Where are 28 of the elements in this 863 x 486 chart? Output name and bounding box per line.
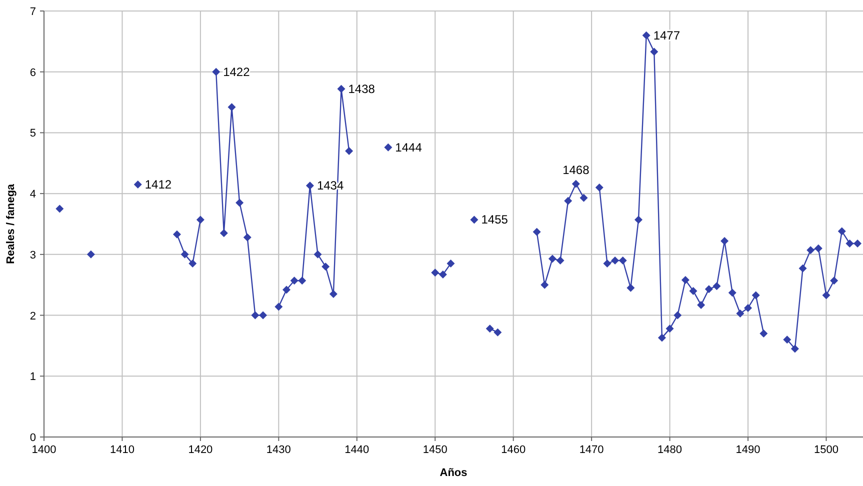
x-tick-label: 1460: [501, 444, 526, 456]
x-tick-label: 1440: [344, 444, 370, 456]
annotation: 1468: [562, 162, 590, 177]
y-tick-label: 7: [30, 6, 36, 18]
x-tick-label: 1400: [32, 444, 56, 456]
y-tick-label: 5: [30, 128, 36, 140]
x-tick-label: 1490: [736, 444, 760, 456]
y-tick-label: 4: [30, 188, 36, 201]
annotation: 1438: [348, 82, 376, 96]
x-tick-label: 1410: [110, 444, 134, 456]
y-tick-label: 3: [30, 249, 36, 262]
x-axis-title: Años: [440, 467, 468, 479]
x-tick-label: 1450: [422, 444, 448, 456]
x-tick-label: 1470: [579, 444, 604, 456]
y-tick-label: 0: [30, 432, 36, 444]
y-axis-title: Reales / fanega: [5, 183, 17, 264]
x-tick-label: 1430: [266, 444, 291, 456]
annotation: 1477: [653, 28, 680, 42]
x-tick-label: 1420: [188, 444, 213, 456]
x-tick-label: 1500: [814, 444, 838, 456]
y-tick-label: 2: [30, 310, 36, 322]
annotation: 1444: [395, 140, 422, 154]
x-tick-label: 1480: [658, 444, 682, 456]
y-tick-label: 6: [30, 66, 36, 79]
annotation: 1422: [223, 64, 250, 79]
y-tick-label: 1: [30, 371, 36, 384]
annotation: 1412: [144, 177, 172, 192]
annotation: 1455: [481, 212, 508, 227]
